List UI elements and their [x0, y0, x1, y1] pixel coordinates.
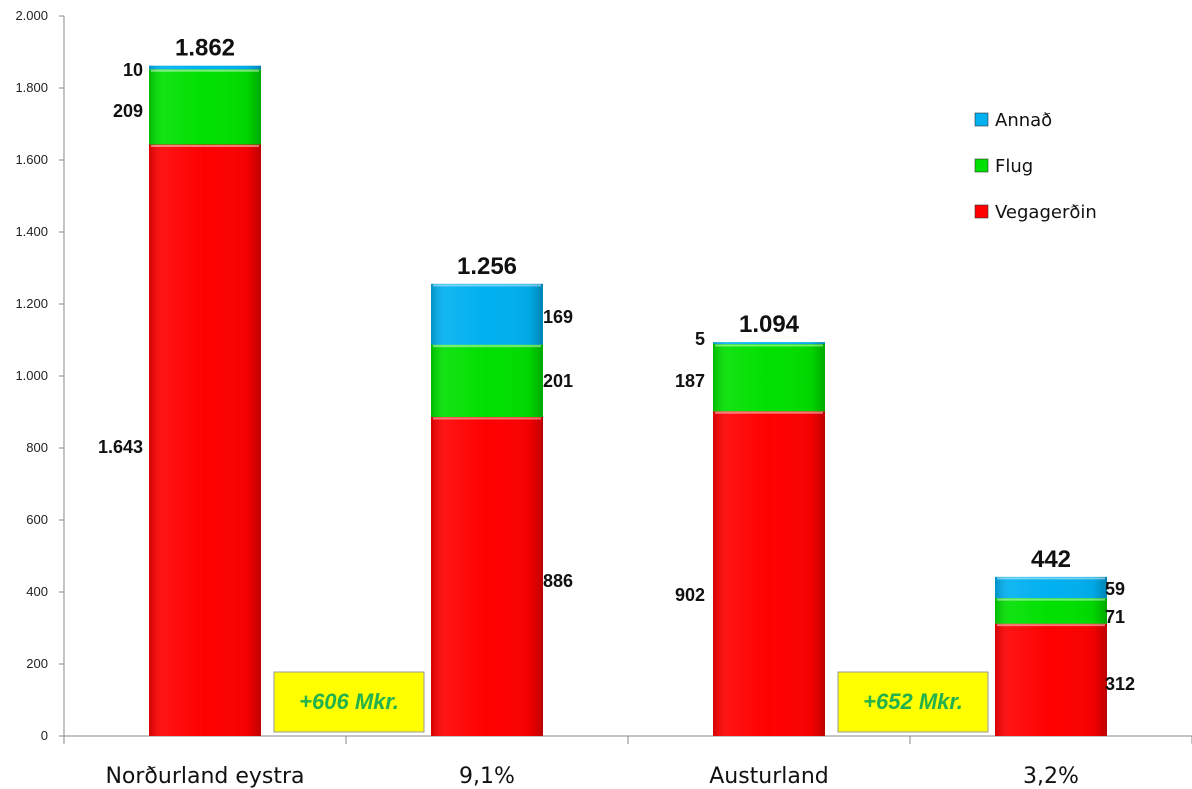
bar-bevel	[431, 283, 543, 345]
bar-bevel	[995, 623, 1107, 736]
legend-label-anna-: Annað	[995, 110, 1052, 131]
bar-bevel	[713, 411, 825, 736]
x-category-label: 3,2%	[1023, 764, 1079, 789]
bar-bevel	[713, 342, 825, 344]
data-label-vegager-in: 886	[543, 571, 573, 591]
total-label: 1.256	[457, 253, 517, 280]
data-label-flug: 71	[1105, 607, 1125, 627]
data-label-anna-: 5	[695, 329, 705, 349]
legend-label-flug: Flug	[995, 156, 1033, 177]
annotation-box	[273, 671, 425, 733]
legend-swatch-anna-	[974, 112, 989, 127]
annotation-box	[837, 671, 989, 733]
y-tick-label: 1.400	[15, 224, 48, 239]
data-label-vegager-in: 312	[1105, 674, 1135, 694]
bar-bevel	[431, 417, 543, 736]
data-label-anna-: 10	[123, 60, 143, 80]
bar-bevel	[149, 65, 261, 70]
x-category-label: 9,1%	[459, 764, 515, 789]
y-tick-label: 1.200	[15, 296, 48, 311]
y-tick-label: 2.000	[15, 8, 48, 23]
y-tick-label: 1.000	[15, 368, 48, 383]
data-label-anna-: 169	[543, 307, 573, 327]
total-label: 1.094	[739, 311, 800, 338]
y-tick-label: 400	[26, 584, 48, 599]
bar-bevel	[149, 144, 261, 736]
bar-bevel	[149, 69, 261, 145]
annotation-text: +606 Mkr.	[299, 689, 399, 714]
y-tick-label: 800	[26, 440, 48, 455]
bar-bevel	[713, 343, 825, 412]
bar-bevel	[995, 576, 1107, 599]
y-tick-label: 0	[41, 728, 48, 743]
data-label-flug: 201	[543, 371, 573, 391]
y-tick-label: 200	[26, 656, 48, 671]
x-category-label: Norðurland eystra	[105, 764, 304, 789]
data-label-flug: 209	[113, 101, 143, 121]
x-category-label: Austurland	[709, 764, 829, 789]
legend-label-vegager-in: Vegagerðin	[995, 202, 1097, 223]
bar-bevel	[995, 598, 1107, 624]
y-tick-label: 1.600	[15, 152, 48, 167]
data-label-flug: 187	[675, 371, 705, 391]
y-tick-label: 600	[26, 512, 48, 527]
total-label: 1.862	[175, 35, 235, 62]
data-label-vegager-in: 902	[675, 585, 705, 605]
annotation-text: +652 Mkr.	[863, 689, 963, 714]
total-label: 442	[1031, 546, 1071, 573]
legend-swatch-vegager-in	[974, 204, 989, 219]
y-tick-label: 1.800	[15, 80, 48, 95]
legend-swatch-flug	[974, 158, 989, 173]
data-label-vegager-in: 1.643	[98, 437, 143, 457]
data-label-anna-: 59	[1105, 579, 1125, 599]
bar-bevel	[431, 344, 543, 418]
